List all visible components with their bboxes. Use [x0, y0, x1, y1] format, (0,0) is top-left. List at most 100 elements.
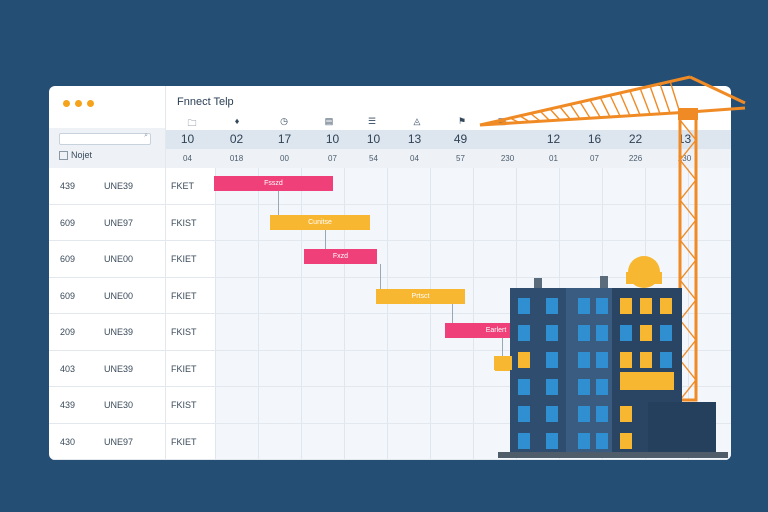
row-type: FKIST — [171, 400, 197, 410]
row-divider — [49, 313, 731, 314]
folder-icon[interactable]: 🗀 — [187, 118, 197, 128]
task-bar[interactable]: Cunitse — [270, 215, 370, 230]
timeline-icon-row: 🗀 ♦ ◷ ▤ ☰ ◬ ⚑ ▦ — [166, 116, 731, 130]
timeline-header-number[interactable] — [486, 130, 529, 149]
gantt-window: Fnnect Telp ⌕ Nojet 🗀 ♦ ◷ ▤ ☰ ◬ ⚑ ▦ 10 02 17 10 10 1… — [49, 86, 731, 460]
timeline-header-number[interactable]: 02 — [229, 132, 244, 146]
grid-line — [215, 168, 216, 460]
task-bar[interactable] — [495, 356, 511, 371]
window-control-dot[interactable] — [87, 100, 94, 107]
timeline-header-number[interactable]: 12 — [546, 132, 561, 146]
table-row[interactable]: 609 UNE97 FKIST — [49, 205, 215, 241]
grid-line — [645, 168, 646, 460]
row-divider — [49, 240, 731, 241]
timeline-header-sub: 04 — [183, 154, 192, 163]
grid-line — [688, 168, 689, 460]
row-divider — [49, 276, 731, 278]
project-label-text: Nojet — [71, 150, 93, 160]
row-id: 439 — [60, 400, 76, 410]
row-type: FKET — [171, 181, 195, 191]
timeline-header-number[interactable]: 10 — [366, 132, 381, 146]
row-code: UNE39 — [104, 363, 134, 374]
row-type: FKIET — [171, 436, 197, 447]
row-divider — [49, 386, 731, 387]
project-label: Nojet — [59, 150, 92, 160]
grid-line — [430, 168, 431, 460]
grid-icon[interactable]: ▦ — [497, 116, 507, 126]
timeline-header-sub: 230 — [500, 154, 515, 163]
timeline-header-sub: 54 — [369, 154, 378, 163]
table-row[interactable]: 609 UNE00 FKIET — [49, 278, 215, 314]
row-code: UNE97 — [104, 436, 134, 447]
row-divider — [49, 422, 731, 424]
row-id: 609 — [60, 290, 76, 301]
timeline-header-sub: 07 — [328, 154, 337, 163]
table-row[interactable]: 609 UNE00 FKIET — [49, 241, 215, 277]
window-control-dot[interactable] — [63, 100, 70, 107]
clock-icon[interactable]: ◷ — [280, 116, 288, 126]
row-code: UNE97 — [104, 217, 134, 228]
table-row[interactable]: 439 UNE30 FKIST — [49, 387, 215, 423]
row-id: 430 — [60, 436, 76, 447]
timeline-header-number[interactable]: 22 — [628, 132, 643, 146]
row-id: 403 — [60, 363, 76, 374]
dependency-connector — [325, 230, 326, 249]
table-row[interactable]: 209 UNE39 FKIST — [49, 314, 215, 350]
timeline-header-number[interactable]: 49 — [453, 132, 468, 146]
timeline-header-sub: 226 — [628, 154, 643, 163]
timeline-header-sub: 57 — [456, 154, 465, 163]
search-input[interactable]: ⌕ — [59, 132, 151, 145]
task-bar[interactable]: Fxzd — [304, 249, 377, 264]
grid-line — [258, 168, 259, 460]
timeline-header-sub: 07 — [590, 154, 599, 163]
window-control-dot[interactable] — [75, 100, 82, 107]
window-controls — [63, 100, 94, 107]
row-type: FKIET — [171, 363, 197, 374]
timeline-header-sub: 230 — [677, 154, 692, 163]
grid-line — [473, 168, 474, 460]
timeline-header-sub: 04 — [410, 154, 419, 163]
timeline-header-sub: 018 — [229, 154, 244, 163]
row-divider — [49, 203, 731, 205]
dependency-connector — [502, 338, 503, 356]
grid-line — [387, 168, 388, 460]
table-row[interactable]: 430 UNE97 FKIET — [49, 424, 215, 460]
clipboard-icon[interactable]: ▤ — [324, 116, 334, 126]
flag-icon[interactable]: ⚑ — [457, 116, 467, 126]
list-icon[interactable]: ☰ — [367, 116, 377, 126]
task-bar[interactable]: Prtsct — [376, 289, 465, 304]
search-icon: ⌕ — [144, 132, 148, 139]
row-divider — [49, 459, 731, 460]
row-divider — [49, 349, 731, 351]
timeline-header-numbers: 10 02 17 10 10 13 49 12 16 22 13 — [166, 130, 731, 149]
timeline-header-sub: 01 — [549, 154, 558, 163]
drop-icon[interactable]: ◬ — [413, 116, 421, 126]
row-code: UNE39 — [104, 327, 134, 337]
row-code: UNE00 — [104, 290, 134, 301]
row-type: FKIST — [171, 217, 197, 228]
grid-line — [559, 168, 560, 460]
select-all-checkbox[interactable] — [59, 150, 68, 160]
timeline-header-number[interactable]: 10 — [180, 132, 195, 146]
sidebar-header: ⌕ Nojet — [49, 128, 165, 168]
row-id: 609 — [60, 254, 76, 264]
task-bar[interactable]: Fsszd — [214, 176, 333, 191]
row-id: 609 — [60, 217, 76, 228]
timeline-header-number[interactable]: 17 — [277, 132, 292, 146]
dependency-connector — [380, 264, 381, 289]
row-code: UNE39 — [104, 181, 134, 191]
task-bar[interactable]: Earlert — [445, 323, 547, 338]
timeline-header-number[interactable]: 16 — [587, 132, 602, 146]
timeline-header-number[interactable]: 10 — [325, 132, 340, 146]
table-row[interactable]: 439 UNE39 FKET — [49, 168, 215, 204]
row-code: UNE00 — [104, 254, 134, 264]
row-type: FKIST — [171, 327, 197, 337]
timeline-header-number[interactable]: 13 — [677, 132, 692, 146]
row-type: FKIET — [171, 290, 197, 301]
grid-line — [344, 168, 345, 460]
grid-line — [602, 168, 603, 460]
timeline-header-number[interactable]: 13 — [407, 132, 422, 146]
gantt-grid — [215, 168, 731, 460]
pin-icon[interactable]: ♦ — [234, 116, 240, 126]
table-row[interactable]: 403 UNE39 FKIET — [49, 351, 215, 387]
